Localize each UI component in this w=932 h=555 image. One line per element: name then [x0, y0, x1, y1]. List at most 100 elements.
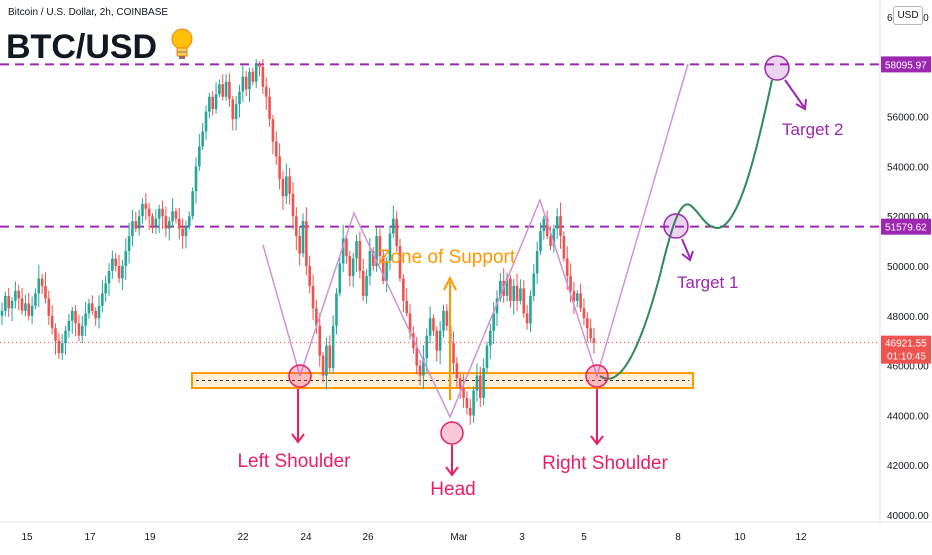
last-price-label: 46921.55 — [885, 339, 927, 350]
candle-body — [509, 278, 512, 301]
candle-body — [341, 238, 345, 264]
candle-body — [478, 375, 482, 398]
candle-body — [331, 325, 335, 369]
candle-body — [218, 84, 221, 95]
candle-body — [24, 303, 27, 311]
candle-body — [405, 300, 409, 314]
target1-marker — [663, 213, 689, 239]
candle-body — [147, 208, 151, 217]
candle-body — [60, 343, 64, 354]
candle-body — [171, 211, 174, 222]
candle-body — [435, 330, 439, 351]
candle-body — [311, 285, 315, 309]
candle-body — [415, 348, 419, 366]
lightbulb-icon — [171, 28, 193, 59]
candle-body — [114, 258, 118, 266]
zone-arrow-head — [443, 275, 457, 291]
pattern-zigzag-start — [262, 244, 301, 377]
candle-body — [315, 308, 318, 326]
candle-body — [151, 216, 154, 227]
price-tick-label: 52000.00 — [887, 212, 929, 223]
candle-body — [214, 94, 218, 110]
right-shoulder-marker — [585, 364, 609, 388]
candle-body — [84, 313, 87, 326]
price-tick-label: 46000.00 — [887, 362, 929, 373]
target1-arrow-shaft — [681, 238, 691, 259]
candle-body — [20, 298, 24, 311]
candle-body — [251, 71, 255, 82]
candle-body — [562, 236, 566, 259]
candle-body — [248, 71, 251, 90]
price-tick-label: 44000.00 — [887, 411, 929, 422]
candle-body — [261, 66, 265, 87]
candle-body — [365, 275, 368, 296]
time-tick-label: Mar — [450, 532, 468, 543]
candle-body — [198, 146, 201, 167]
candle-body — [512, 285, 516, 301]
candle-body — [94, 310, 97, 319]
candle-body — [539, 231, 542, 252]
candle-body — [14, 290, 17, 301]
time-tick-label: 5 — [581, 532, 587, 543]
candle-body — [231, 99, 235, 120]
candle-body — [438, 330, 442, 351]
candle-body — [529, 295, 532, 324]
candle-body — [408, 313, 412, 334]
candle-body — [552, 228, 556, 247]
candle-body — [181, 228, 184, 237]
candle-body — [388, 233, 392, 262]
last-price-tag — [881, 335, 931, 364]
candle-body — [211, 96, 215, 110]
candle-body — [44, 285, 47, 299]
candle-body — [258, 64, 261, 67]
candle-body — [278, 156, 281, 179]
time-tick-label: 10 — [734, 532, 746, 543]
right-shoulder-arrow-head — [590, 435, 604, 446]
head-marker — [440, 421, 464, 445]
candle-body — [445, 310, 449, 326]
candle-body — [268, 96, 271, 120]
candle-body — [348, 256, 352, 276]
candle-body — [177, 218, 181, 229]
candle-body — [238, 91, 241, 105]
candle-body — [64, 330, 67, 344]
candle-body — [305, 221, 308, 266]
candle-body — [375, 236, 378, 266]
candle-body — [194, 166, 198, 192]
candle-body — [361, 270, 365, 296]
candle-body — [589, 328, 592, 339]
candle-body — [34, 293, 37, 306]
candle-body — [492, 313, 495, 331]
candle-body — [154, 218, 158, 227]
level-price-tag — [881, 218, 931, 235]
price-tick-label: 54000.00 — [887, 162, 929, 173]
candle-body — [505, 278, 509, 296]
candle-body — [244, 76, 248, 90]
candle-body — [368, 251, 372, 276]
head-arrow-head — [445, 466, 459, 477]
candle-body — [442, 310, 445, 331]
candle-body — [422, 358, 425, 376]
candle-body — [271, 119, 275, 142]
projection-path — [599, 79, 773, 380]
price-tick-label: 56000.00 — [887, 113, 929, 124]
price-tick-label: 42000.00 — [887, 461, 929, 472]
candle-body — [465, 397, 469, 408]
candle-body — [569, 275, 572, 291]
candle-body — [54, 328, 57, 341]
candle-body — [398, 246, 402, 279]
currency-badge[interactable]: USD — [893, 6, 923, 25]
candle-body — [325, 345, 328, 376]
price-axis-bg — [880, 0, 932, 550]
time-tick-label: 26 — [362, 532, 374, 543]
left-shoulder-marker — [288, 364, 312, 388]
candle-body — [381, 256, 385, 281]
target1-label: Target 1 — [677, 273, 738, 292]
candle-body — [0, 310, 4, 316]
candle-body — [385, 261, 388, 281]
candle-body — [184, 226, 188, 237]
candle-body — [157, 208, 161, 219]
candle-body — [191, 191, 194, 217]
